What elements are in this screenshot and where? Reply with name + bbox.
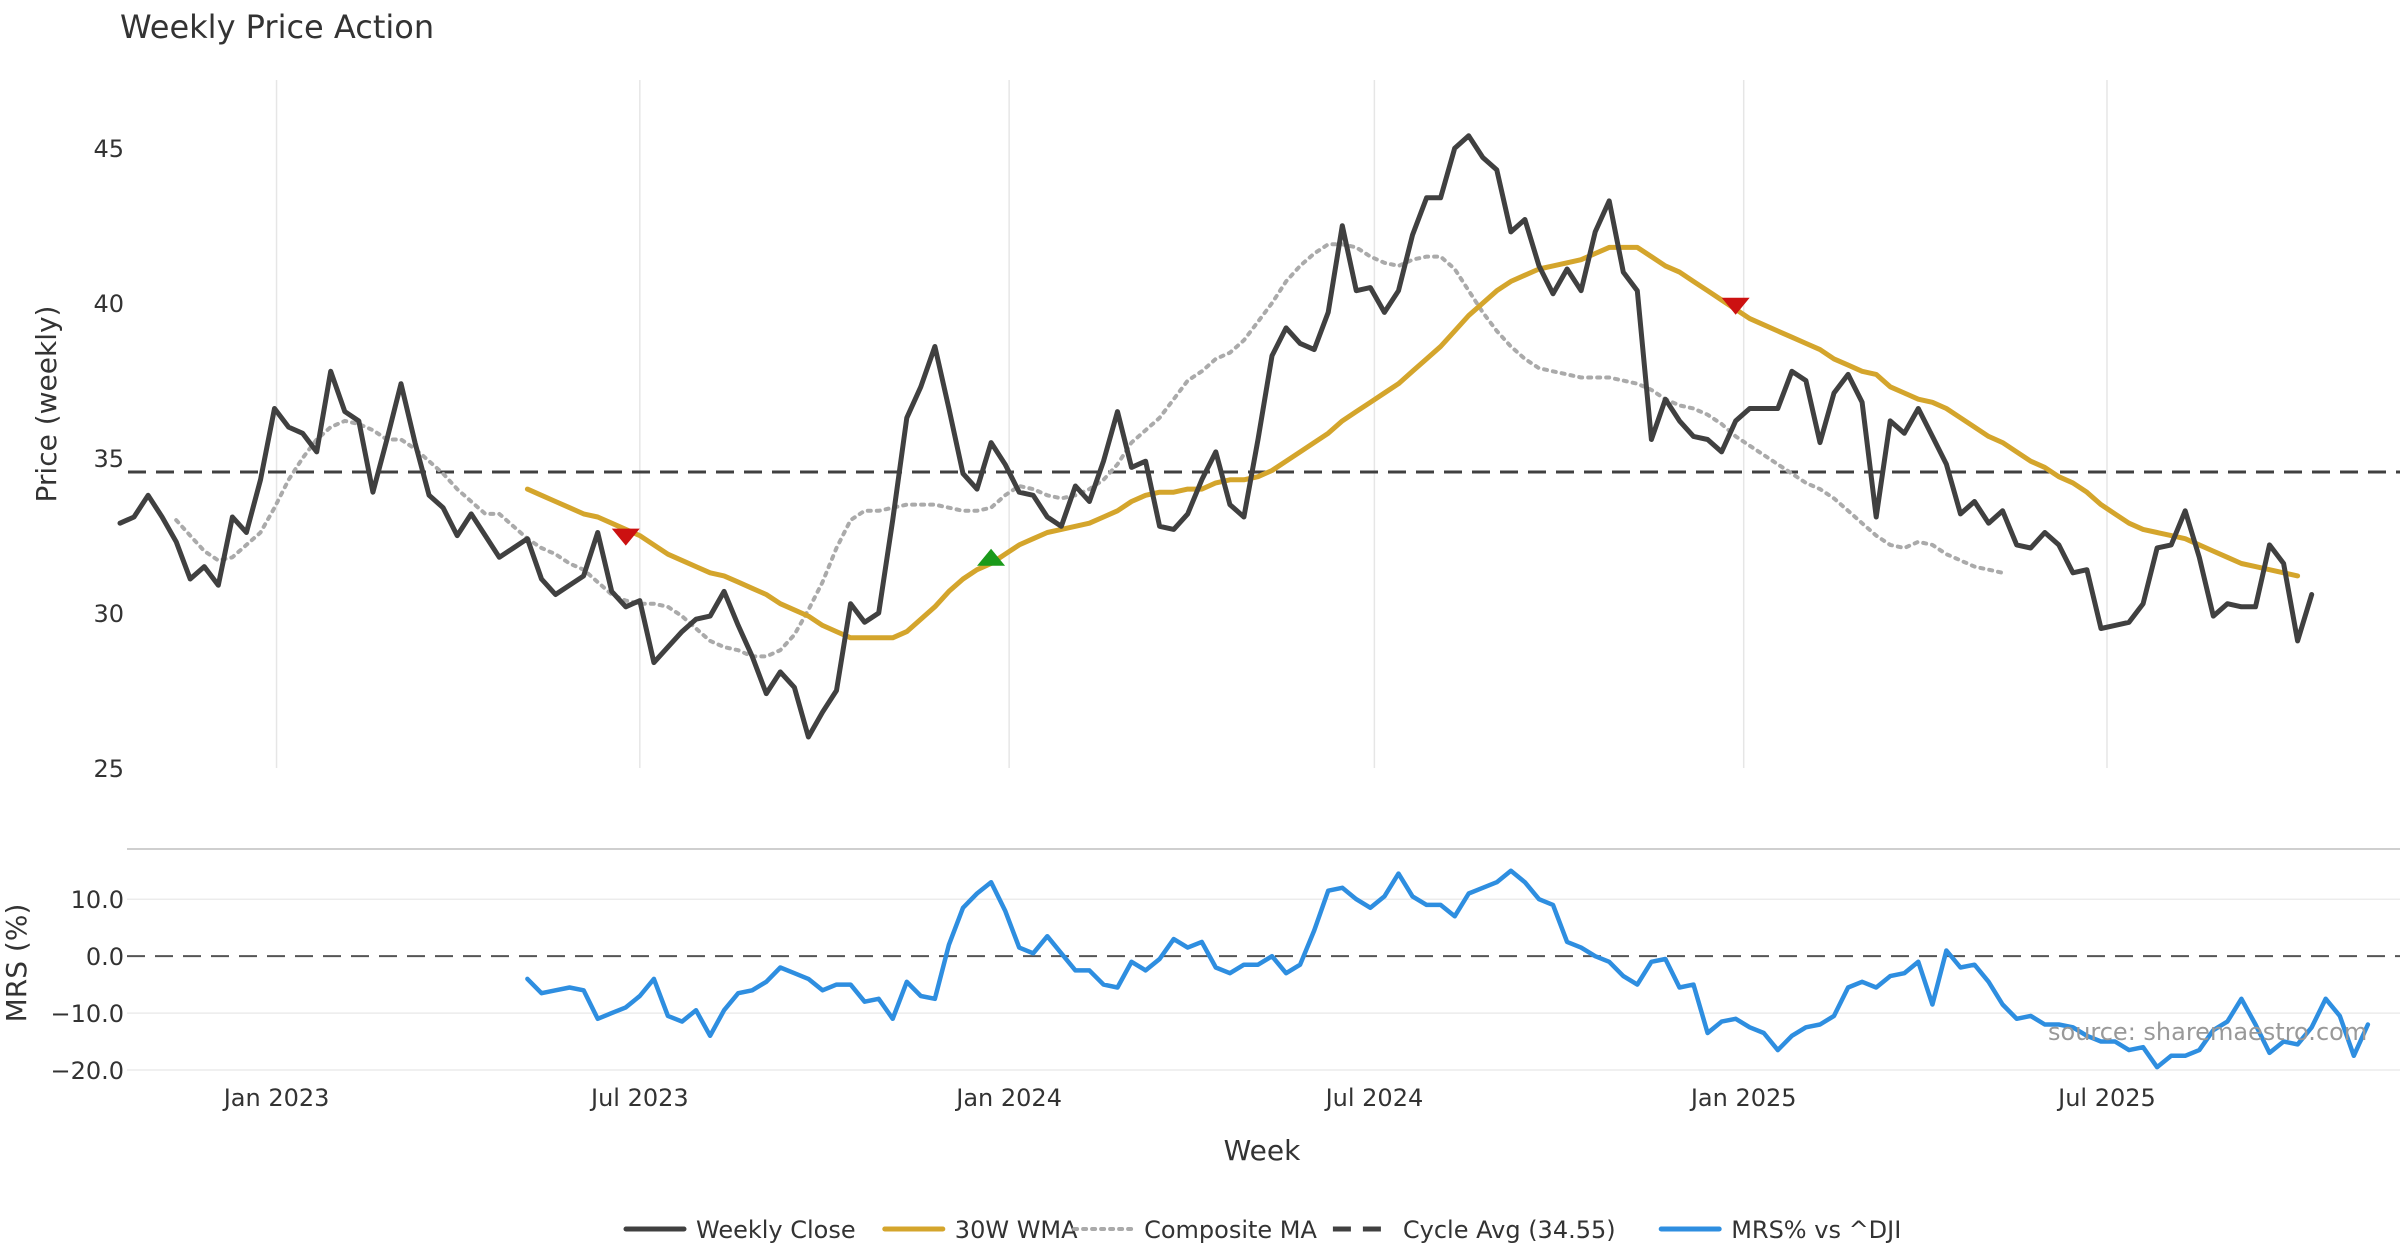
sell-signal-marker bbox=[611, 528, 640, 546]
legend-label: Weekly Close bbox=[696, 1216, 856, 1244]
legend-label: Composite MA bbox=[1144, 1216, 1317, 1244]
x-tick-label: Jul 2023 bbox=[589, 1084, 689, 1112]
legend-item: 30W WMA bbox=[882, 1216, 1078, 1244]
mrs-tick-label: 0.0 bbox=[86, 943, 124, 971]
x-tick-label: Jan 2023 bbox=[222, 1084, 330, 1112]
legend-label: MRS% vs ^DJI bbox=[1731, 1216, 1901, 1244]
buy-signal-marker bbox=[977, 548, 1006, 566]
legend-label: 30W WMA bbox=[955, 1216, 1078, 1244]
price-axis-label: Price (weekly) bbox=[30, 306, 63, 503]
legend-item: MRS% vs ^DJI bbox=[1658, 1216, 1901, 1244]
price-tick-label: 30 bbox=[93, 600, 124, 628]
mrs-tick-label: −10.0 bbox=[50, 1000, 124, 1028]
price-tick-label: 40 bbox=[93, 290, 124, 318]
mrs-axis-label: MRS (%) bbox=[0, 904, 33, 1023]
mrs-tick-label: −20.0 bbox=[50, 1057, 124, 1085]
composite-ma-line bbox=[174, 242, 2005, 659]
chart-title: Weekly Price Action bbox=[120, 8, 435, 46]
weekly-close-line bbox=[117, 133, 2315, 740]
x-tick-label: Jul 2024 bbox=[1324, 1084, 1424, 1112]
x-tick-label: Jul 2025 bbox=[2056, 1084, 2156, 1112]
legend-item: Cycle Avg (34.55) bbox=[1332, 1216, 1616, 1244]
x-tick-label: Jan 2025 bbox=[1689, 1084, 1797, 1112]
source-note: source: sharemaestro.com bbox=[2048, 1018, 2368, 1046]
legend-item: Composite MA bbox=[1072, 1216, 1318, 1244]
mrs-tick-label: 10.0 bbox=[71, 886, 124, 914]
legend: Weekly Close 30W WMA Composite MA Cycle Avg… bbox=[623, 1216, 1901, 1244]
x-axis-label: Week bbox=[1224, 1134, 1301, 1167]
sell-signal-marker bbox=[1721, 297, 1750, 315]
price-tick-label: 25 bbox=[93, 755, 124, 783]
legend-label: Cycle Avg (34.55) bbox=[1403, 1216, 1616, 1244]
price-tick-label: 35 bbox=[93, 445, 124, 473]
mrs-vs-dji-line bbox=[525, 868, 2371, 1070]
legend-item: Weekly Close bbox=[623, 1216, 856, 1244]
x-tick-label: Jan 2024 bbox=[954, 1084, 1062, 1112]
30w-wma-line bbox=[524, 244, 2301, 641]
price-tick-label: 45 bbox=[93, 135, 124, 163]
